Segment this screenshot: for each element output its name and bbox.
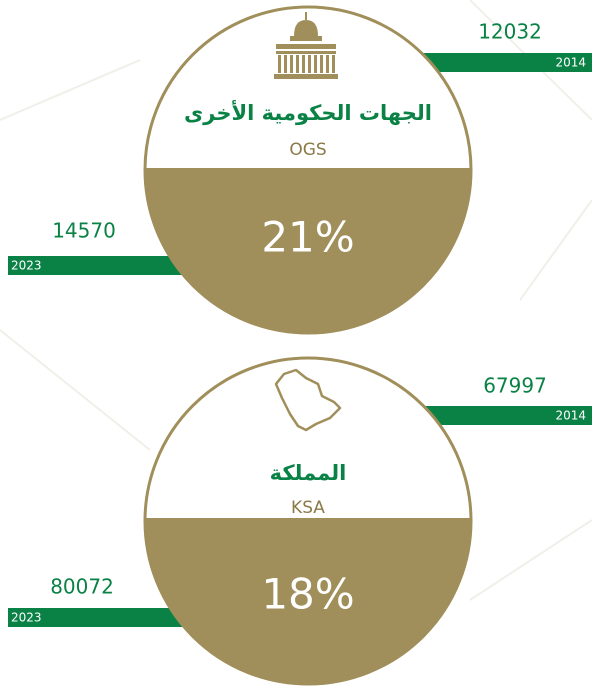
title-ar: الجهات الحكومية الأخرى — [184, 99, 432, 125]
circle-border — [143, 5, 473, 335]
percent: 18% — [261, 570, 354, 619]
value: 80072 — [50, 575, 114, 599]
bar-2023 — [8, 608, 183, 627]
year: 2023 — [11, 259, 42, 273]
bar-2014 — [420, 53, 592, 72]
title-en: OGS — [289, 140, 326, 160]
value: 67997 — [483, 374, 547, 398]
circle-border — [143, 356, 473, 686]
title-en: KSA — [291, 498, 325, 518]
value: 12032 — [478, 20, 542, 44]
bar-2023 — [8, 256, 183, 275]
percent: 21% — [261, 213, 354, 262]
year: 2014 — [555, 409, 586, 423]
year: 2023 — [11, 611, 42, 625]
title-ar: المملكة — [270, 461, 347, 485]
bar-2014 — [420, 406, 592, 425]
year: 2014 — [555, 56, 586, 70]
value: 14570 — [52, 219, 116, 243]
map-icon — [274, 368, 342, 432]
building-icon — [274, 12, 338, 79]
